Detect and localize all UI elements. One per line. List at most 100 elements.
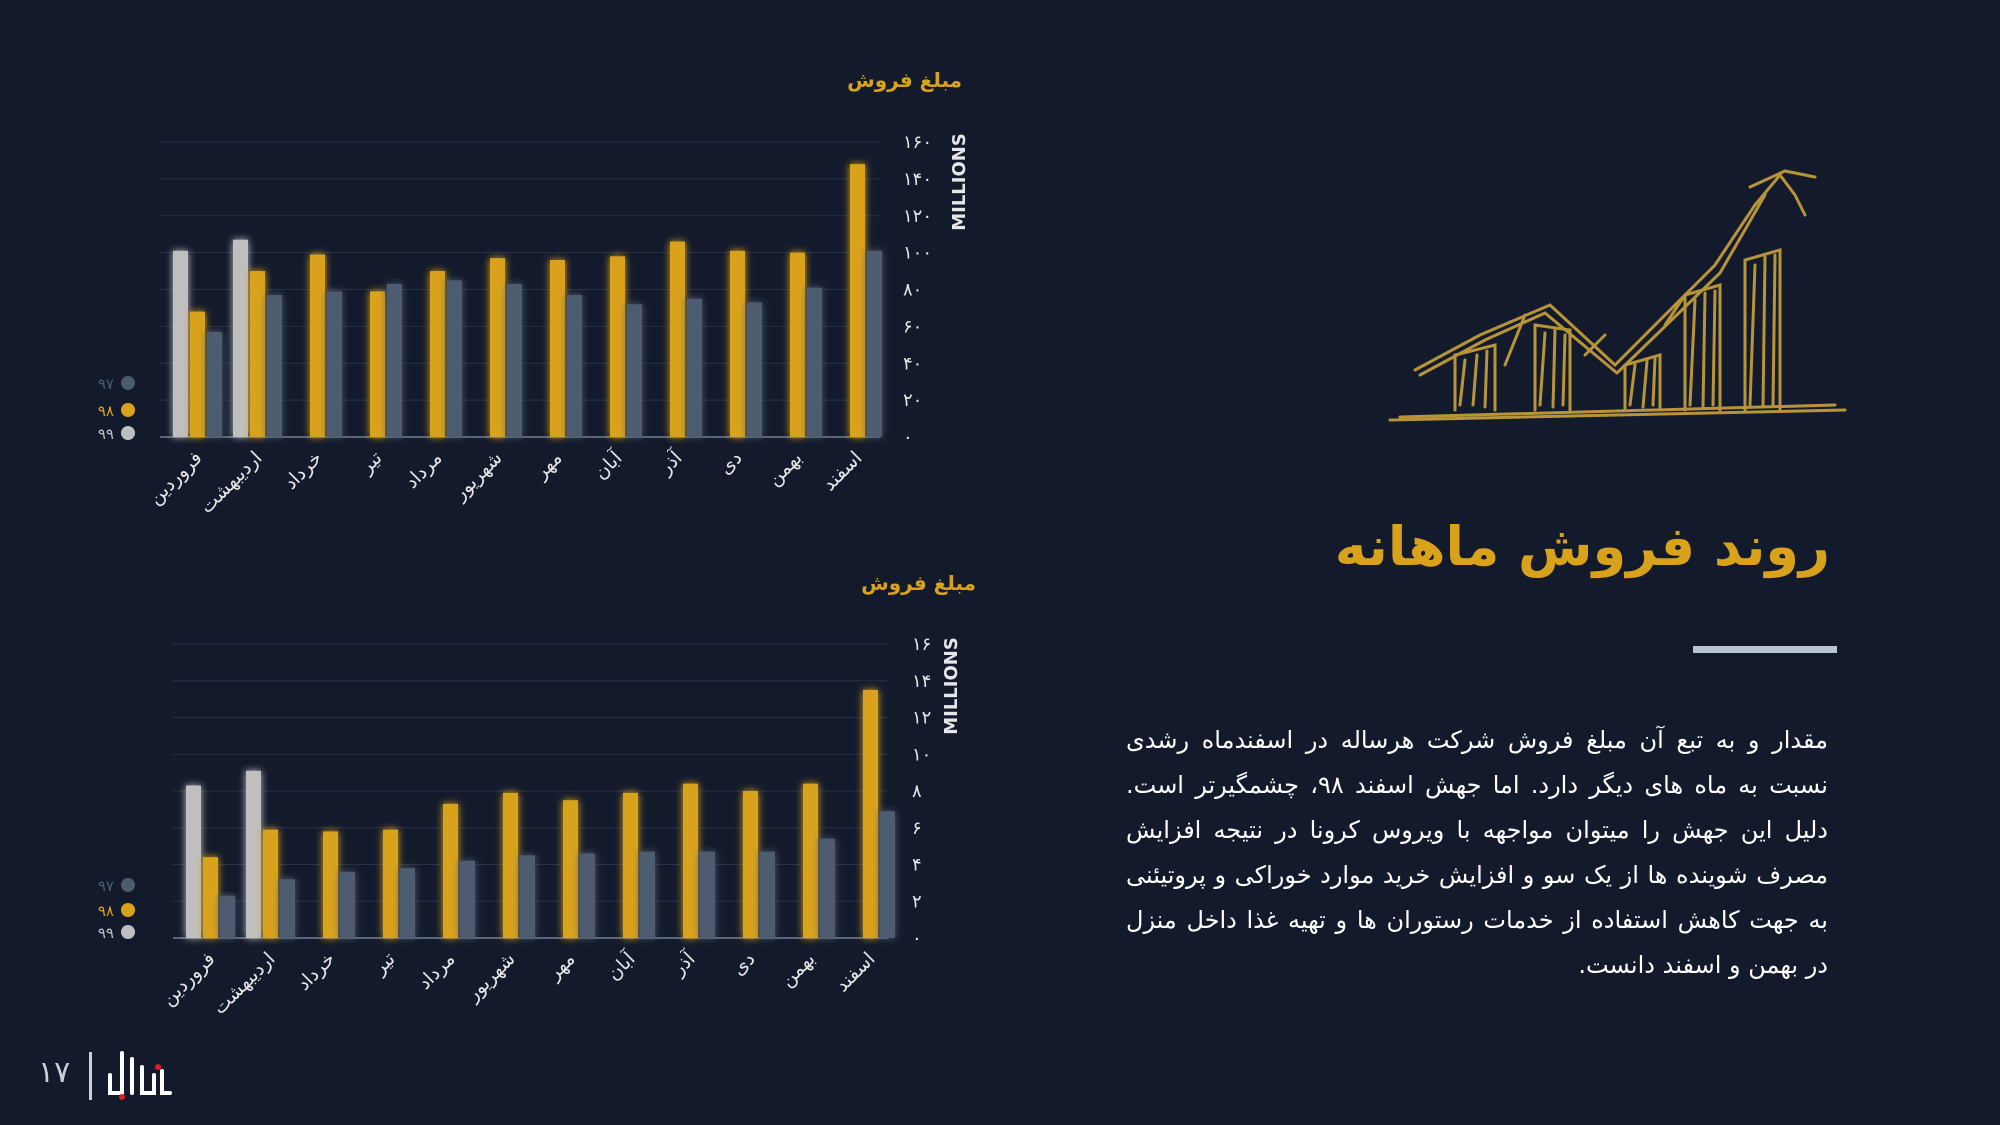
y-axis-label: MILLIONS: [941, 637, 962, 735]
bar-مرداد-۹۸: [430, 271, 445, 437]
x-tick-label: دی: [727, 948, 759, 980]
y-tick-label: ۱۲: [912, 708, 931, 729]
chart-title: مبلغ فروش: [861, 571, 976, 595]
y-tick-label: ۲: [912, 891, 922, 912]
x-tick-label: تیر: [355, 447, 386, 478]
bar-فروردین-۹۹: [186, 785, 201, 938]
x-tick-label: شهریور: [448, 447, 506, 505]
footer-divider: [89, 1052, 92, 1100]
bar-بهمن-۹۷: [807, 287, 822, 437]
bar-تیر-۹۷: [400, 868, 415, 938]
bar-بهمن-۹۷: [820, 838, 835, 938]
bar-فروردین-۹۷: [207, 331, 222, 437]
bar-بهمن-۹۸: [790, 252, 805, 437]
bar-دی-۹۸: [730, 250, 745, 437]
bar-فروردین-۹۷: [220, 895, 235, 938]
bar-آذر-۹۸: [670, 241, 685, 437]
y-axis-label: MILLIONS: [949, 133, 970, 231]
y-tick-label: ۶۰: [903, 316, 922, 337]
legend-marker-۹۷: [121, 376, 135, 390]
bar-مرداد-۹۷: [447, 280, 462, 437]
x-tick-label: اسفند: [818, 447, 866, 495]
legend-label-۹۷: ۹۷: [98, 375, 114, 393]
bar-آبان-۹۷: [640, 851, 655, 938]
bar-آبان-۹۸: [610, 256, 625, 437]
legend-label-۹۹: ۹۹: [98, 425, 114, 443]
y-tick-label: ۱۶۰: [903, 132, 932, 153]
legend-marker-۹۸: [121, 903, 135, 917]
bar-تیر-۹۸: [383, 829, 398, 938]
x-tick-label: دی: [714, 447, 746, 479]
bar-اردیبهشت-۹۹: [233, 239, 248, 437]
x-tick-label: شهریور: [461, 948, 519, 1006]
slide-paragraph: مقدار و به تبع آن مبلغ فروش شرکت هرساله …: [1126, 726, 1828, 979]
sketched-rising-bar-chart-icon: [1388, 169, 1847, 422]
x-tick-label: اردیبهشت: [209, 948, 280, 1019]
bar-اردیبهشت-۹۷: [267, 295, 282, 437]
bar-فروردین-۹۸: [190, 311, 205, 437]
bar-تیر-۹۷: [387, 283, 402, 437]
legend-label-۹۸: ۹۸: [98, 902, 114, 920]
bar-آذر-۹۸: [683, 783, 698, 938]
bar-اسفند-۹۸: [863, 689, 878, 938]
bar-اسفند-۹۷: [867, 250, 882, 437]
x-tick-label: مرداد: [401, 447, 447, 493]
y-tick-label: ۸: [912, 781, 922, 802]
x-tick-label: خرداد: [293, 948, 340, 995]
y-tick-label: ۱۲۰: [903, 206, 932, 227]
page-number: ۱۷: [38, 1055, 71, 1090]
legend-marker-۹۹: [121, 925, 135, 939]
bar-بهمن-۹۸: [803, 783, 818, 938]
y-tick-label: ۱۴: [912, 671, 931, 692]
x-tick-label: اردیبهشت: [196, 447, 267, 518]
y-tick-label: ۸۰: [903, 280, 922, 301]
legend-label-۹۸: ۹۸: [98, 402, 114, 420]
bar-مهر-۹۷: [580, 853, 595, 938]
legend-marker-۹۹: [121, 426, 135, 440]
y-tick-label: ۲۰: [903, 390, 922, 411]
bar-دی-۹۷: [747, 302, 762, 437]
bar-خرداد-۹۷: [327, 291, 342, 437]
legend-label-۹۹: ۹۹: [98, 924, 114, 942]
chart-title: مبلغ فروش: [847, 68, 962, 92]
x-tick-label: آذر: [666, 946, 700, 980]
x-tick-label: اسفند: [831, 948, 879, 996]
x-tick-label: مرداد: [414, 948, 460, 994]
bar-آبان-۹۸: [623, 792, 638, 938]
y-tick-label: ۱۴۰: [903, 169, 932, 190]
x-tick-label: آذر: [653, 445, 687, 479]
y-tick-label: ۶: [912, 818, 922, 839]
x-tick-label: خرداد: [280, 447, 327, 494]
y-tick-label: ۱۰۰: [903, 243, 932, 264]
bar-فروردین-۹۹: [173, 250, 188, 437]
bar-خرداد-۹۸: [310, 254, 325, 437]
bar-دی-۹۸: [743, 791, 758, 938]
legend-marker-۹۷: [121, 878, 135, 892]
legend-marker-۹۸: [121, 403, 135, 417]
bar-شهریور-۹۸: [490, 258, 505, 437]
x-tick-label: تیر: [368, 948, 399, 979]
bar-اردیبهشت-۹۹: [246, 770, 261, 938]
x-tick-label: بهمن: [776, 948, 819, 991]
bar-مرداد-۹۷: [460, 860, 475, 938]
legend-label-۹۷: ۹۷: [98, 877, 114, 895]
x-tick-label: مهر: [542, 948, 579, 985]
slide-title: روند فروش ماهانه: [1334, 515, 1830, 578]
y-tick-label: ۰: [912, 928, 922, 949]
bar-اسفند-۹۸: [850, 164, 865, 437]
bar-اردیبهشت-۹۸: [263, 829, 278, 938]
y-tick-label: ۴۰: [903, 353, 922, 374]
bar-شهریور-۹۷: [507, 283, 522, 437]
bar-تیر-۹۸: [370, 291, 385, 437]
bar-اردیبهشت-۹۸: [250, 271, 265, 437]
bar-دی-۹۷: [760, 851, 775, 938]
bar-مهر-۹۸: [550, 260, 565, 437]
bar-آبان-۹۷: [627, 304, 642, 437]
bar-آذر-۹۷: [687, 298, 702, 437]
bar-خرداد-۹۷: [340, 871, 355, 938]
bar-مهر-۹۷: [567, 295, 582, 437]
y-tick-label: ۱۰: [912, 744, 931, 765]
bar-اسفند-۹۷: [880, 811, 895, 938]
x-tick-label: آبان: [588, 445, 627, 484]
